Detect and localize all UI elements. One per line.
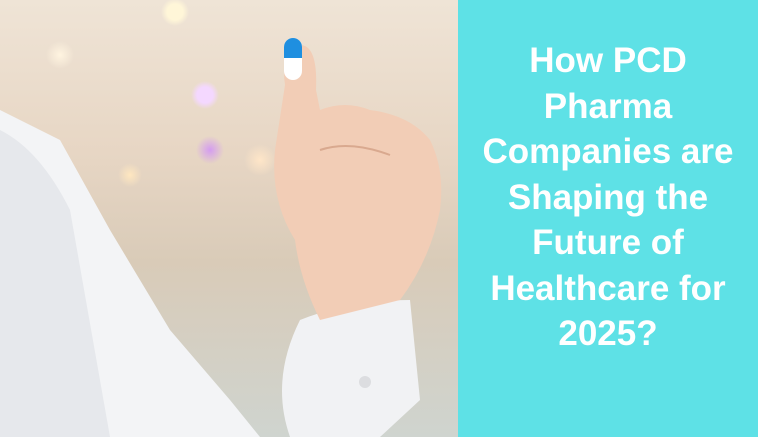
- hand: [274, 45, 442, 320]
- banner-title: How PCD Pharma Companies are Shaping the…: [458, 38, 758, 357]
- photo-illustration: [0, 38, 442, 437]
- cuff-button: [359, 376, 371, 388]
- capsule-icon: [284, 38, 302, 80]
- title-line: Companies are: [482, 132, 734, 171]
- knuckle-line: [319, 145, 391, 156]
- sleeve-shadow: [0, 130, 110, 437]
- title-line: Healthcare for: [490, 268, 726, 308]
- title-line: Shaping the: [507, 177, 709, 217]
- title-line: Future of: [532, 223, 684, 262]
- shirt-cuff: [282, 300, 420, 437]
- title-line: How PCD: [529, 41, 687, 80]
- title-panel: How PCD Pharma Companies are Shaping the…: [458, 0, 758, 437]
- title-line: Pharma: [543, 86, 673, 126]
- hand-holding-capsule-photo: [0, 0, 458, 437]
- title-line: 2025?: [558, 314, 658, 353]
